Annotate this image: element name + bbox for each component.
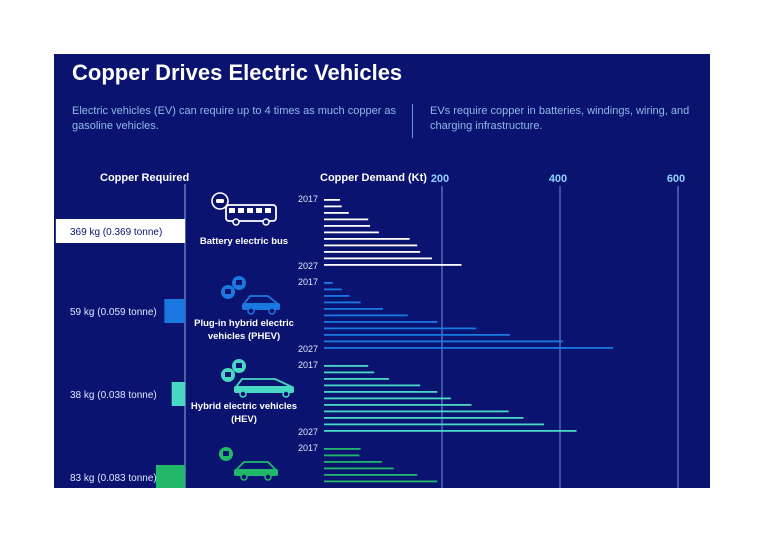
vehicle-group: 369 kg (0.369 tonne) Battery electric bus… (55, 192, 462, 271)
phev-icon (221, 276, 281, 315)
bev-icon (219, 447, 279, 481)
start-year-label: 2017 (298, 194, 318, 204)
demand-bar (324, 423, 545, 426)
end-year-label: 2027 (298, 427, 318, 437)
end-year-label: 2027 (298, 344, 318, 354)
copper-demand-chart: 200 400 600 369 kg (0.369 tonne) Battery el… (55, 173, 685, 488)
demand-bar (324, 199, 340, 201)
demand-bar (324, 244, 418, 247)
vehicle-name: Plug-in hybrid electric vehicles (PHEV) (194, 318, 294, 342)
demand-bar (324, 288, 342, 291)
intro-right-text: EVs require copper in batteries, winding… (430, 105, 690, 132)
demand-bar (324, 264, 462, 266)
x-tick-label: 600 (667, 173, 685, 185)
start-year-label: 2017 (298, 360, 318, 370)
intro-divider (412, 104, 413, 138)
demand-bar (324, 314, 408, 317)
demand-bar (324, 334, 510, 336)
demand-bar (324, 430, 577, 432)
demand-bar (324, 417, 524, 419)
demand-bar (324, 397, 451, 400)
demand-bar (324, 340, 563, 343)
demand-bar (324, 231, 379, 234)
demand-bar (324, 327, 477, 330)
copper-required-heading: Copper Required (100, 172, 190, 184)
required-label: 38 kg (0.038 tonne) (70, 390, 157, 401)
required-label: 59 kg (0.059 tonne) (70, 307, 157, 318)
demand-bar (324, 347, 614, 349)
required-bar (164, 299, 185, 323)
demand-bar (324, 257, 432, 260)
demand-bar (324, 205, 342, 208)
demand-bar (324, 410, 509, 413)
intro-left-text: Electric vehicles (EV) can require up to… (72, 105, 397, 132)
demand-bar (324, 474, 418, 476)
demand-bar (324, 378, 389, 380)
demand-bar (324, 448, 361, 450)
bus-icon (211, 192, 277, 226)
vehicle-name: Battery electric bus (200, 236, 288, 247)
vehicle-group: 38 kg (0.038 tonne) Hybrid electric vehic… (70, 359, 577, 437)
demand-bar (324, 218, 369, 221)
demand-bar (324, 391, 438, 393)
infographic-panel: Copper Drives Electric Vehicles Electric… (54, 54, 710, 488)
demand-bar (324, 467, 394, 470)
required-bar (171, 382, 185, 406)
start-year-label: 2017 (298, 277, 318, 287)
demand-bar (324, 404, 472, 406)
demand-bar (324, 212, 349, 214)
demand-bar (324, 238, 410, 240)
required-bar (155, 465, 185, 488)
demand-bar (324, 295, 350, 297)
end-year-label: 2027 (298, 261, 318, 271)
demand-bar (324, 365, 369, 367)
demand-bar (324, 308, 383, 310)
start-year-label: 2017 (298, 443, 318, 453)
demand-bar (324, 480, 438, 483)
demand-bar (324, 384, 421, 387)
hev-icon (221, 359, 294, 398)
demand-bar (324, 251, 421, 253)
vehicle-group: 83 kg (0.083 tonne) 2017 (70, 443, 438, 488)
required-bar (55, 219, 185, 243)
required-label: 369 kg (0.369 tonne) (70, 227, 162, 238)
required-label: 83 kg (0.083 tonne) (70, 473, 157, 484)
vehicle-group: 59 kg (0.059 tonne) Plug-in hybrid electr… (70, 276, 614, 354)
demand-bar (324, 301, 361, 304)
demand-bar (324, 282, 333, 284)
demand-bar (324, 225, 371, 227)
x-tick-label: 400 (549, 173, 567, 185)
demand-bar (324, 321, 438, 323)
demand-bar (324, 454, 360, 457)
demand-bar (324, 371, 375, 374)
x-tick-label: 200 (431, 173, 449, 185)
demand-bar (324, 461, 382, 463)
page-title: Copper Drives Electric Vehicles (72, 60, 403, 85)
vehicle-name: Hybrid electric vehicles (HEV) (191, 401, 297, 425)
copper-demand-heading: Copper Demand (Kt) (320, 172, 427, 184)
